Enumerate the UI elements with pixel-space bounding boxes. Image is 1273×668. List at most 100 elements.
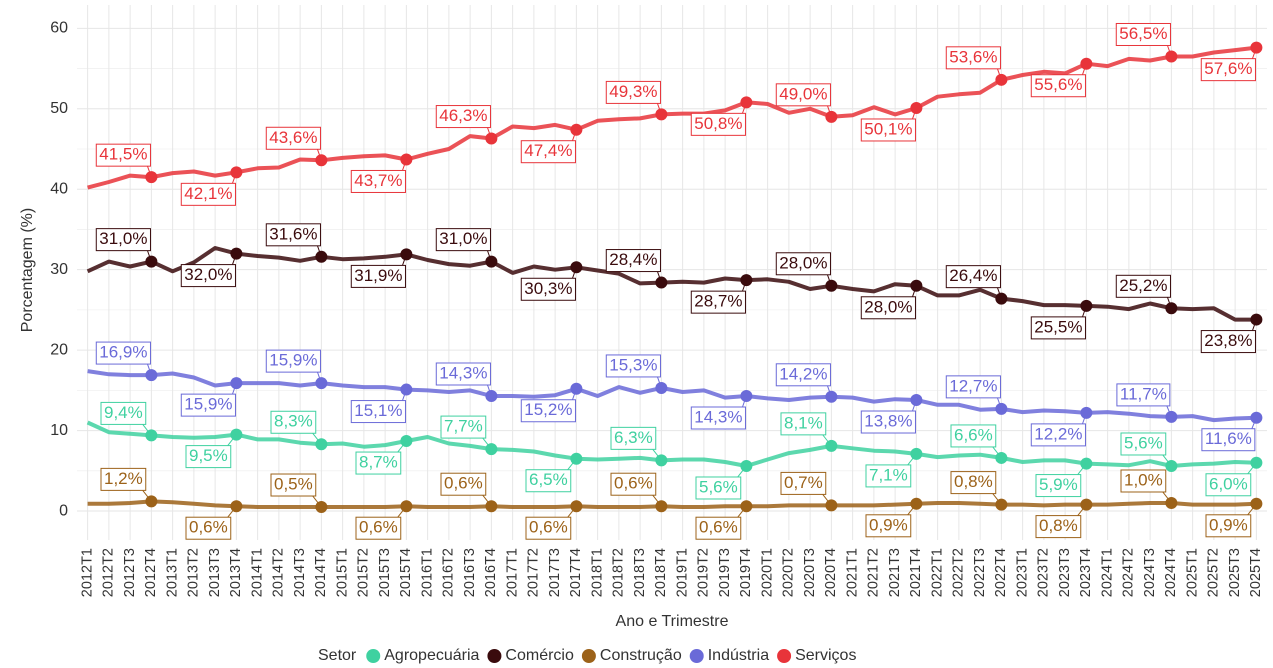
label-leader	[657, 376, 662, 389]
line-series	[87, 369, 1257, 423]
label-leader	[487, 127, 492, 139]
data-label-box: 55,6%	[1030, 63, 1087, 98]
data-label-box: 14,2%	[775, 363, 832, 397]
label-leader	[1077, 504, 1087, 516]
label-bg	[945, 265, 1001, 289]
data-label: 56,5%	[1119, 24, 1167, 43]
legend-title: Setor	[318, 647, 357, 664]
data-label-box: 8,1%	[780, 412, 832, 447]
legend-label: Agropecuária	[384, 647, 479, 664]
label-bg	[265, 223, 321, 247]
x-tick-label: 2021T2	[866, 548, 882, 597]
data-label-box: 23,8%	[1200, 319, 1257, 354]
x-tick-label: 2017T4	[568, 548, 584, 597]
data-label: 7,7%	[444, 417, 483, 436]
data-label: 28,7%	[694, 292, 742, 311]
data-label: 55,6%	[1034, 75, 1082, 94]
label-leader	[992, 446, 1002, 459]
data-label: 28,0%	[779, 253, 827, 272]
data-label-box: 15,9%	[265, 349, 322, 384]
data-label: 49,3%	[609, 82, 657, 101]
data-label-box: 28,7%	[690, 279, 747, 314]
data-label: 6,0%	[1209, 474, 1248, 493]
data-label: 41,5%	[99, 145, 147, 164]
data-label-box: 28,4%	[605, 249, 662, 283]
label-leader	[147, 165, 152, 178]
data-label: 0,5%	[274, 474, 313, 493]
label-leader	[822, 434, 832, 447]
data-label-box: 49,0%	[775, 83, 832, 117]
data-label: 50,1%	[864, 119, 912, 138]
label-leader	[232, 382, 237, 395]
label-leader	[142, 490, 152, 502]
x-tick-label: 2012T1	[79, 548, 95, 597]
x-tick-label: 2025T2	[1206, 548, 1222, 597]
label-bg	[775, 363, 831, 387]
line-series	[86, 246, 1257, 322]
data-label: 28,4%	[609, 250, 657, 269]
x-tick-label: 2020T3	[802, 548, 818, 597]
label-leader	[397, 440, 407, 453]
data-label-box: 11,6%	[1201, 417, 1257, 452]
point	[655, 500, 668, 513]
label-leader	[232, 172, 237, 184]
x-tick-label: 2023T2	[1036, 548, 1052, 597]
label-leader	[227, 434, 237, 446]
label-bg	[610, 472, 657, 496]
label-leader	[652, 494, 662, 507]
data-label-box: 5,6%	[1120, 432, 1172, 467]
label-leader	[1167, 45, 1172, 57]
label-leader	[317, 371, 322, 384]
label-bg	[525, 469, 572, 493]
data-label-box: 46,3%	[435, 105, 492, 139]
label-leader	[737, 505, 747, 518]
label-bg	[95, 341, 151, 365]
x-tick-label: 2019T1	[674, 548, 690, 597]
data-label-box: 6,0%	[1205, 462, 1257, 497]
data-label: 30,3%	[524, 279, 572, 298]
data-label-box: 0,6%	[355, 505, 407, 540]
label-bg	[95, 143, 151, 167]
data-label-box: 30,3%	[520, 267, 577, 301]
label-bg	[690, 406, 746, 430]
label-leader	[487, 384, 492, 397]
legend-marker	[777, 649, 792, 663]
label-bg	[265, 349, 321, 373]
data-label: 1,0%	[1124, 470, 1163, 489]
data-label: 15,3%	[609, 355, 657, 374]
data-label-box: 28,0%	[775, 252, 832, 286]
data-label-box: 32,0%	[180, 253, 237, 288]
label-bg	[520, 277, 576, 301]
label-bg	[100, 467, 147, 491]
x-tick-label: 2019T4	[738, 548, 754, 597]
label-leader	[1251, 417, 1257, 429]
label-bg	[1205, 514, 1252, 538]
label-bg	[860, 118, 916, 142]
x-tick-label: 2014T3	[292, 548, 308, 597]
label-bg	[185, 516, 232, 540]
data-label: 0,8%	[1039, 516, 1078, 535]
data-label: 11,7%	[1120, 384, 1167, 403]
data-label-box: 8,3%	[270, 410, 322, 445]
data-label-box: 15,3%	[605, 354, 662, 389]
x-tick-label: 2017T2	[526, 548, 542, 597]
label-leader	[822, 494, 832, 506]
label-leader	[147, 250, 152, 262]
label-bg	[180, 393, 236, 417]
data-label: 11,6%	[1205, 429, 1252, 448]
x-tick-label: 2017T1	[504, 548, 520, 597]
legend-label: Serviços	[795, 647, 856, 664]
data-label: 42,1%	[184, 184, 232, 203]
data-label: 23,8%	[1204, 331, 1252, 350]
label-bg	[605, 249, 661, 273]
data-label-box: 6,3%	[610, 426, 662, 461]
label-leader	[997, 287, 1002, 299]
x-tick-label: 2020T1	[759, 548, 775, 597]
data-label: 31,6%	[269, 224, 317, 243]
data-label-box: 0,6%	[695, 505, 747, 540]
label-leader	[572, 267, 577, 279]
data-label-box: 6,6%	[950, 424, 1002, 459]
data-label: 15,1%	[354, 401, 402, 420]
data-label: 31,9%	[354, 266, 402, 285]
label-bg	[520, 399, 576, 423]
